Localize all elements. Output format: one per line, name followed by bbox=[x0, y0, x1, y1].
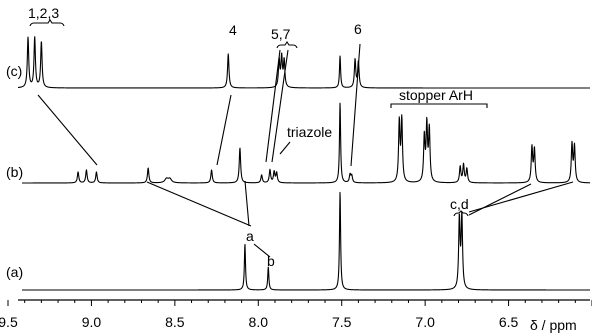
annotation-c-d: c,d bbox=[450, 196, 469, 212]
x-axis-ticks bbox=[7, 300, 592, 306]
x-axis-tick-label: 8.5 bbox=[165, 314, 185, 330]
bracket-stopper-arh bbox=[390, 103, 488, 108]
x-axis-tick-label: 8.0 bbox=[249, 314, 269, 330]
x-axis-tick-label: 9.5 bbox=[0, 314, 18, 330]
series-label-b: (b) bbox=[6, 164, 23, 180]
series-label-a: (a) bbox=[6, 264, 23, 280]
series-label-c: (c) bbox=[6, 63, 22, 79]
x-axis-tick-label: 9.0 bbox=[82, 314, 102, 330]
x-axis-tick-labels: 9.5 9.0 8.5 8.0 7.5 7.0 6.5 bbox=[0, 314, 519, 330]
correlation-line-1-2-3 bbox=[37, 94, 98, 166]
correlation-line-b-upper bbox=[244, 180, 250, 227]
annotation-b: b bbox=[267, 253, 275, 269]
annotation-1-2-3: 1,2,3 bbox=[28, 5, 59, 21]
correlation-line-a bbox=[146, 181, 252, 227]
spectrum-trace-c bbox=[17, 36, 591, 89]
correlation-line-7 bbox=[271, 49, 289, 163]
triazole-lead bbox=[279, 141, 291, 155]
x-axis-label: δ / ppm bbox=[530, 317, 577, 333]
bracket-c-d bbox=[453, 210, 469, 217]
correlation-lines bbox=[37, 43, 574, 258]
correlation-line-4 bbox=[216, 94, 232, 166]
correlation-line-5 bbox=[265, 49, 281, 163]
x-axis-tick-label: 7.0 bbox=[415, 314, 435, 330]
x-axis-tick-label: 6.5 bbox=[499, 314, 519, 330]
x-axis-tick-label: 7.5 bbox=[332, 314, 352, 330]
annotation-6: 6 bbox=[354, 21, 362, 37]
correlation-line-d bbox=[468, 181, 574, 213]
annotation-4: 4 bbox=[229, 22, 237, 38]
spectrum-trace-a bbox=[21, 191, 591, 291]
annotation-5-7: 5,7 bbox=[271, 26, 291, 42]
bracket-5-7 bbox=[276, 41, 298, 49]
bracket-1-2-3 bbox=[29, 19, 65, 27]
correlation-line-6 bbox=[350, 43, 361, 167]
annotation-a: a bbox=[246, 228, 254, 244]
annotation-triazole: triazole bbox=[287, 124, 332, 140]
spectrum-trace-b bbox=[21, 102, 591, 184]
correlation-line-b-lower bbox=[253, 243, 271, 258]
annotation-stopper-arh: stopper ArH bbox=[399, 87, 473, 103]
correlation-line-c bbox=[468, 183, 532, 216]
